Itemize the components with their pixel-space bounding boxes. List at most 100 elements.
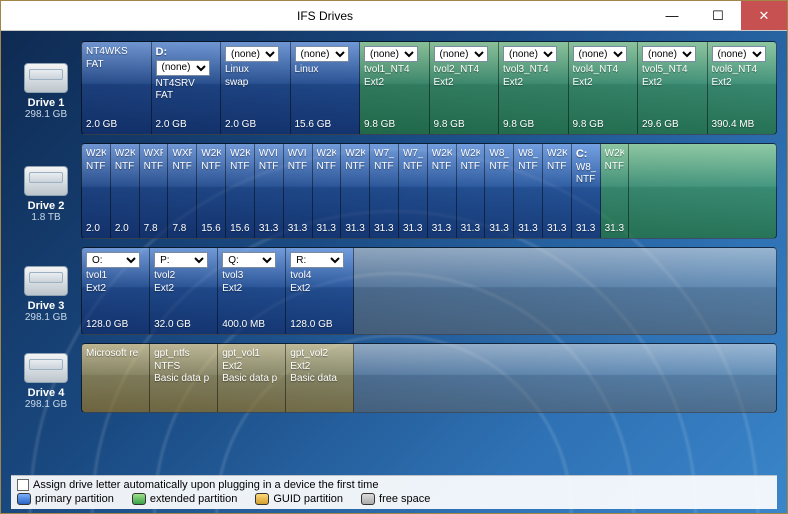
- partition[interactable]: W2KNTF31.3: [457, 144, 486, 238]
- drive-letter-select[interactable]: (none): [364, 46, 418, 62]
- partition[interactable]: R:tvol4Ext2128.0 GB: [286, 248, 354, 334]
- window-title: IFS Drives: [1, 1, 649, 30]
- drive-letter-select[interactable]: (none): [642, 46, 696, 62]
- partition-extra: Basic data: [290, 373, 349, 386]
- partition[interactable]: [629, 144, 776, 238]
- partition[interactable]: NT4WKSFAT2.0 GB: [82, 42, 152, 134]
- partition[interactable]: W7_NTF31.3: [370, 144, 399, 238]
- auto-assign-checkbox[interactable]: [17, 479, 29, 491]
- partition-size: 31.3: [576, 223, 596, 236]
- partition[interactable]: W2KNTF2.0: [82, 144, 111, 238]
- partition[interactable]: C:W8_NTF31.3: [572, 144, 601, 238]
- partition-name: tvol1: [86, 270, 145, 283]
- partition-size: 32.0 GB: [154, 319, 213, 332]
- drive-letter-select[interactable]: Q:: [222, 252, 276, 268]
- drive-name: Drive 3: [28, 300, 65, 312]
- partition[interactable]: W2KNTF2.0: [111, 144, 140, 238]
- partition[interactable]: WVINTF31.3: [284, 144, 313, 238]
- drive-name: Drive 1: [28, 97, 65, 109]
- partition-name: tvol2: [154, 270, 213, 283]
- partition[interactable]: gpt_ntfsNTFSBasic data p: [150, 344, 218, 412]
- legend: primary partition extended partition GUI…: [17, 493, 771, 505]
- partition[interactable]: (none)tvol1_NT4Ext29.8 GB: [360, 42, 430, 134]
- partition-fs: Ext2: [712, 77, 773, 90]
- legend-primary: primary partition: [35, 493, 114, 505]
- partition-name: WVI: [259, 148, 279, 161]
- legend-free: free space: [379, 493, 430, 505]
- drive-label: Drive 3298.1 GB: [11, 247, 81, 335]
- close-button[interactable]: ✕: [741, 1, 787, 30]
- partition[interactable]: (none)tvol6_NT4Ext2390.4 MB: [708, 42, 777, 134]
- partition-name: W2K: [317, 148, 337, 161]
- partition-fs: Ext2: [86, 283, 145, 296]
- legend-swatch-guid: [255, 493, 269, 505]
- partition-size: 29.6 GB: [642, 119, 703, 132]
- partition[interactable]: Q:tvol3Ext2400.0 MB: [218, 248, 286, 334]
- partition[interactable]: WVINTF31.3: [255, 144, 284, 238]
- partition[interactable]: Microsoft re: [82, 344, 150, 412]
- partition[interactable]: W2KNTF15.6: [197, 144, 226, 238]
- drive-size: 298.1 GB: [25, 109, 67, 120]
- auto-assign-label: Assign drive letter automatically upon p…: [33, 479, 378, 491]
- minimize-button[interactable]: —: [649, 1, 695, 30]
- partition[interactable]: D:(none)NT4SRVFAT2.0 GB: [152, 42, 222, 134]
- drive-letter-select[interactable]: O:: [86, 252, 140, 268]
- partition[interactable]: gpt_vol2Ext2Basic data: [286, 344, 354, 412]
- partition-name: tvol3_NT4: [503, 64, 564, 77]
- partition[interactable]: (none)Linux15.6 GB: [291, 42, 361, 134]
- partition-fs: NTFS: [154, 361, 213, 374]
- partition[interactable]: W2KNTF31.3: [601, 144, 630, 238]
- drive-letter-select[interactable]: P:: [154, 252, 208, 268]
- partition-size: 31.3: [547, 223, 567, 236]
- partition-fs: Ext2: [222, 361, 281, 374]
- drive-letter-select[interactable]: (none): [434, 46, 488, 62]
- partition-name: WVI: [288, 148, 308, 161]
- partition[interactable]: W2KNTF31.3: [313, 144, 342, 238]
- partition[interactable]: (none)tvol5_NT4Ext229.6 GB: [638, 42, 708, 134]
- partition[interactable]: (none)Linuxswap2.0 GB: [221, 42, 291, 134]
- partition[interactable]: (none)tvol3_NT4Ext29.8 GB: [499, 42, 569, 134]
- partition[interactable]: [354, 248, 776, 334]
- partition-fs: Ext2: [290, 283, 349, 296]
- partition[interactable]: W8_NTF31.3: [485, 144, 514, 238]
- titlebar[interactable]: IFS Drives — ☐ ✕: [1, 1, 787, 31]
- partition-fs: Ext2: [154, 283, 213, 296]
- drive-letter-select[interactable]: (none): [156, 60, 210, 76]
- partition-size: 2.0: [86, 223, 106, 236]
- drive-size: 298.1 GB: [25, 399, 67, 410]
- drive-letter-select[interactable]: (none): [573, 46, 627, 62]
- partition[interactable]: W2KNTF31.3: [341, 144, 370, 238]
- partition-size: 9.8 GB: [503, 119, 564, 132]
- drive-letter-select[interactable]: (none): [225, 46, 279, 62]
- partition[interactable]: P: tvol2Ext2 32.0 GB: [150, 248, 218, 334]
- partition[interactable]: gpt_vol1Ext2Basic data p: [218, 344, 286, 412]
- partition-name: W2K: [345, 148, 365, 161]
- partition[interactable]: WXPNTF7.8: [168, 144, 197, 238]
- partition[interactable]: (none)tvol2_NT4Ext29.8 GB: [430, 42, 500, 134]
- partition[interactable]: O:tvol1Ext2128.0 GB: [82, 248, 150, 334]
- drive-letter-select[interactable]: (none): [503, 46, 557, 62]
- partition-name: Linux: [295, 64, 356, 77]
- drive-letter-select[interactable]: R:: [290, 252, 344, 268]
- partition[interactable]: [354, 344, 776, 412]
- drive-name: Drive 4: [28, 387, 65, 399]
- legend-swatch-primary: [17, 493, 31, 505]
- partition-name: gpt_ntfs: [154, 348, 213, 361]
- partition[interactable]: W2KNTF31.3: [428, 144, 457, 238]
- partition-bar: W2KNTF2.0W2KNTF2.0WXPNTF7.8WXPNTF7.8W2KN…: [81, 143, 777, 239]
- drive-name: Drive 2: [28, 200, 65, 212]
- partition-name: WXP: [172, 148, 192, 161]
- partition[interactable]: W2KNTF15.6: [226, 144, 255, 238]
- partition-fs: NTF: [576, 174, 596, 187]
- partition-name: W2K: [115, 148, 135, 161]
- partition[interactable]: W7_NTF31.3: [399, 144, 428, 238]
- partition-fs: NTF: [403, 161, 423, 174]
- drive-letter-select[interactable]: (none): [295, 46, 349, 62]
- maximize-button[interactable]: ☐: [695, 1, 741, 30]
- partition[interactable]: W2KNTF31.3: [543, 144, 572, 238]
- partition[interactable]: WXPNTF7.8: [140, 144, 169, 238]
- partition[interactable]: (none)tvol4_NT4Ext29.8 GB: [569, 42, 639, 134]
- partition-size: 2.0 GB: [225, 119, 286, 132]
- partition[interactable]: W8_NTF31.3: [514, 144, 543, 238]
- drive-letter-select[interactable]: (none): [712, 46, 766, 62]
